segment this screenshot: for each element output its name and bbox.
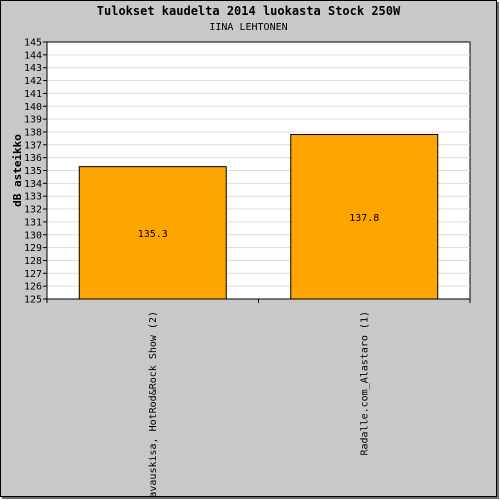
y-tick-label: 140 [24,102,42,113]
y-tick-label: 128 [24,256,42,267]
y-tick-label: 127 [24,269,42,280]
y-tick-label: 135 [24,166,42,177]
y-tick-label: 131 [24,217,42,228]
y-tick-label: 141 [24,89,42,100]
y-tick-label: 132 [24,205,42,216]
bar-value-label: 135.3 [138,229,168,240]
y-tick-label: 137 [24,140,42,151]
y-tick-label: 143 [24,63,42,74]
bar [78,166,227,300]
y-tick-label: 133 [24,192,42,203]
y-tick-label: 136 [24,153,42,164]
chart-subtitle: IINA LEHTONEN [209,22,288,33]
y-tick-label: 130 [24,230,42,241]
x-category-label: Radalle.com_Alastaro (1) [359,311,370,456]
y-tick-label: 134 [24,179,42,190]
x-category-label: avauskisa, HotRod&Rock Show (2) [148,311,159,498]
y-axis-label: dB asteikko [11,134,24,207]
bar [290,134,439,300]
y-tick-label: 144 [24,50,42,61]
y-tick-label: 129 [24,243,42,254]
y-tick-label: 139 [24,115,42,126]
y-tick-label: 145 [24,38,42,49]
chart-title: Tulokset kaudelta 2014 luokasta Stock 25… [96,4,401,18]
y-tick-label: 138 [24,127,42,138]
y-tick-label: 126 [24,282,42,293]
y-tick-label: 125 [24,295,42,306]
bars: 135.3 137.8 [78,134,439,300]
x-axis: avauskisa, HotRod&Rock Show (2) Radalle.c… [46,299,471,498]
y-tick-label: 142 [24,76,42,87]
bar-value-label: 137.8 [349,213,379,224]
